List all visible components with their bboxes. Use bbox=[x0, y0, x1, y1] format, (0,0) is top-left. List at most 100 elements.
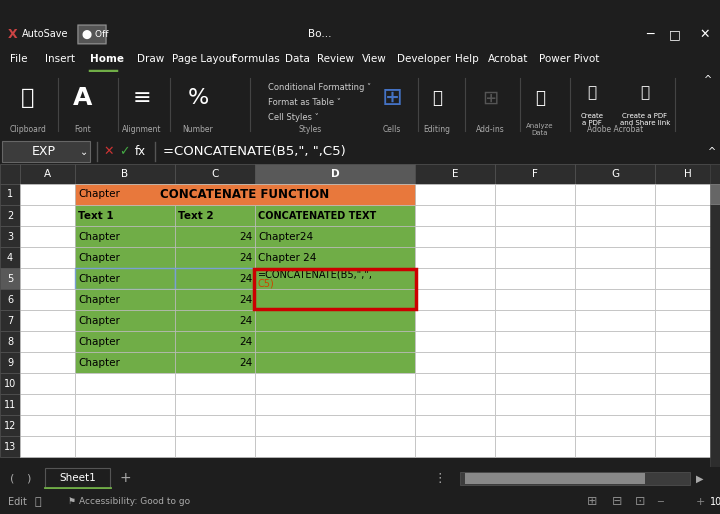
Text: 100%: 100% bbox=[710, 497, 720, 507]
Bar bbox=[175, 268, 255, 289]
Text: Power Pivot: Power Pivot bbox=[539, 54, 599, 64]
Bar bbox=[655, 415, 720, 436]
Bar bbox=[175, 226, 255, 247]
Text: Bo...: Bo... bbox=[308, 29, 332, 40]
Text: ): ) bbox=[26, 473, 30, 483]
Bar bbox=[20, 247, 75, 268]
Text: View: View bbox=[362, 54, 387, 64]
Bar bbox=[575, 331, 655, 352]
Bar bbox=[415, 289, 495, 310]
Bar bbox=[655, 205, 720, 226]
Bar bbox=[575, 268, 655, 289]
Bar bbox=[175, 436, 255, 457]
Bar bbox=[415, 415, 495, 436]
Text: 24: 24 bbox=[239, 316, 252, 325]
Bar bbox=[0, 394, 20, 415]
Text: Format as Table ˅: Format as Table ˅ bbox=[268, 98, 341, 107]
Bar bbox=[75, 394, 175, 415]
Text: Font: Font bbox=[75, 125, 91, 134]
Text: Create a PDF
and Share link: Create a PDF and Share link bbox=[620, 113, 670, 126]
Bar bbox=[415, 205, 495, 226]
Text: EXP: EXP bbox=[32, 145, 56, 158]
Text: 8: 8 bbox=[7, 337, 13, 346]
Bar bbox=[255, 415, 415, 436]
Bar bbox=[415, 247, 495, 268]
Text: ^: ^ bbox=[708, 146, 716, 157]
Text: Adobe Acrobat: Adobe Acrobat bbox=[587, 125, 643, 134]
Text: 4: 4 bbox=[7, 252, 13, 263]
Text: Chapter: Chapter bbox=[78, 295, 120, 305]
Text: 7: 7 bbox=[7, 316, 13, 325]
Bar bbox=[20, 331, 75, 352]
Bar bbox=[575, 394, 655, 415]
Bar bbox=[575, 415, 655, 436]
Bar bbox=[0, 247, 20, 268]
Bar bbox=[415, 268, 495, 289]
Bar bbox=[575, 310, 655, 331]
Bar bbox=[0, 268, 20, 289]
Bar bbox=[575, 205, 655, 226]
Text: C: C bbox=[211, 169, 219, 179]
Text: ⚑ Accessibility: Good to go: ⚑ Accessibility: Good to go bbox=[68, 497, 190, 506]
Bar bbox=[460, 472, 690, 485]
Bar bbox=[20, 310, 75, 331]
Bar bbox=[575, 436, 655, 457]
Text: A: A bbox=[73, 86, 93, 110]
Text: 9: 9 bbox=[7, 358, 13, 368]
Text: 2: 2 bbox=[7, 211, 13, 221]
Bar bbox=[0, 310, 20, 331]
Bar bbox=[0, 373, 20, 394]
Bar bbox=[20, 226, 75, 247]
Text: ✓: ✓ bbox=[119, 145, 130, 158]
Bar bbox=[255, 352, 415, 373]
Bar bbox=[415, 164, 495, 184]
Bar bbox=[495, 415, 575, 436]
Text: 13: 13 bbox=[4, 442, 16, 452]
Text: AutoSave: AutoSave bbox=[22, 29, 68, 40]
Text: +: + bbox=[120, 471, 131, 485]
Bar bbox=[175, 289, 255, 310]
Bar bbox=[255, 310, 415, 331]
Bar bbox=[655, 247, 720, 268]
Bar bbox=[75, 415, 175, 436]
Bar bbox=[0, 331, 20, 352]
Text: 1: 1 bbox=[7, 190, 13, 199]
Bar bbox=[255, 289, 415, 310]
Text: Insert: Insert bbox=[45, 54, 75, 64]
Text: Alignment: Alignment bbox=[122, 125, 162, 134]
Text: Sheet1: Sheet1 bbox=[60, 473, 96, 483]
Bar bbox=[655, 373, 720, 394]
Bar bbox=[0, 352, 20, 373]
Bar bbox=[495, 268, 575, 289]
Bar bbox=[254, 269, 416, 309]
Bar bbox=[655, 394, 720, 415]
Text: Cells: Cells bbox=[383, 125, 401, 134]
Bar bbox=[20, 415, 75, 436]
Text: Conditional Formatting ˅: Conditional Formatting ˅ bbox=[268, 83, 372, 91]
Bar bbox=[415, 352, 495, 373]
Text: 🔖: 🔖 bbox=[35, 497, 41, 507]
Bar bbox=[415, 184, 495, 205]
Text: G: G bbox=[611, 169, 619, 179]
Text: 📄: 📄 bbox=[588, 85, 597, 100]
Bar bbox=[75, 352, 175, 373]
Bar bbox=[255, 164, 415, 184]
Text: Edit: Edit bbox=[8, 497, 27, 507]
Text: Analyze
Data: Analyze Data bbox=[526, 123, 554, 136]
Text: ▶: ▶ bbox=[696, 473, 703, 483]
FancyBboxPatch shape bbox=[78, 25, 106, 44]
Bar bbox=[175, 373, 255, 394]
Text: ⊞: ⊞ bbox=[587, 495, 598, 508]
Text: Styles: Styles bbox=[298, 125, 322, 134]
Bar bbox=[45, 468, 110, 488]
Text: Formulas: Formulas bbox=[232, 54, 280, 64]
Bar bbox=[175, 247, 255, 268]
Bar bbox=[20, 289, 75, 310]
Text: Text 1: Text 1 bbox=[78, 211, 114, 221]
Bar bbox=[495, 352, 575, 373]
Text: Number: Number bbox=[183, 125, 213, 134]
Bar bbox=[255, 394, 415, 415]
Text: Chapter: Chapter bbox=[78, 252, 120, 263]
Bar bbox=[175, 310, 255, 331]
Text: Chapter: Chapter bbox=[78, 231, 120, 242]
